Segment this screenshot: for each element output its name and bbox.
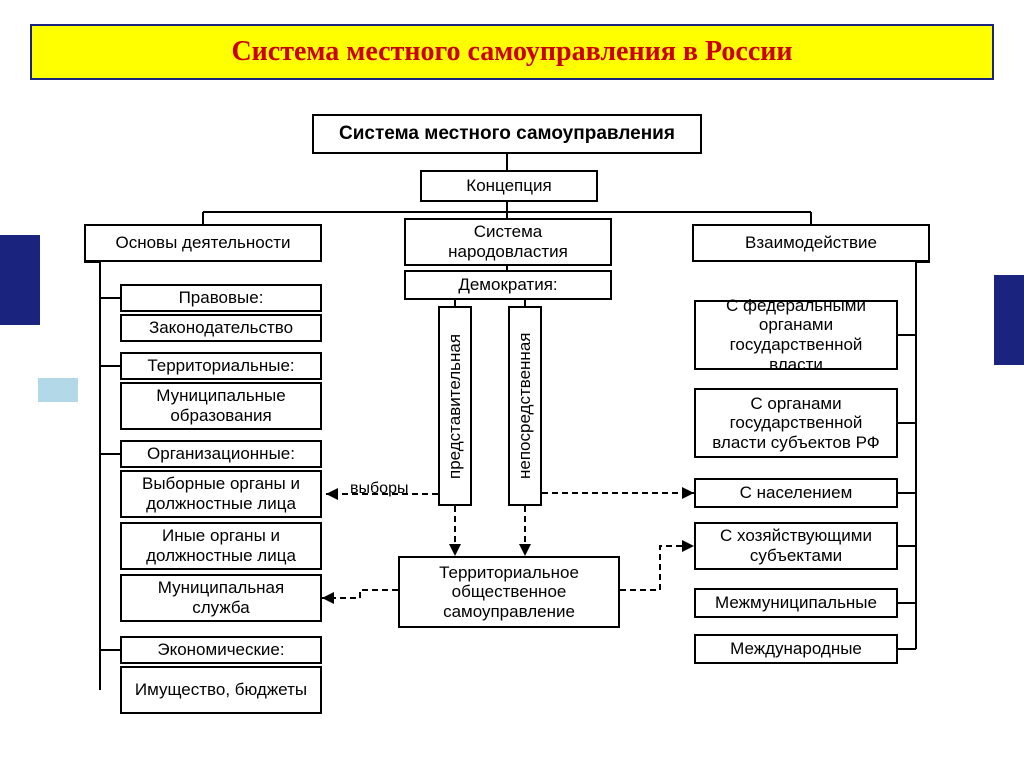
box-concept: Концепция bbox=[420, 170, 598, 202]
box-terr-h: Территориальные: bbox=[120, 352, 322, 380]
box-r2: С органами государственной власти субъек… bbox=[694, 388, 898, 458]
box-org-2: Иные органы и должностные лица bbox=[120, 522, 322, 570]
box-r6: Международные bbox=[694, 634, 898, 664]
box-org-h: Организационные: bbox=[120, 440, 322, 468]
box-r3: С населением bbox=[694, 478, 898, 508]
label-elections: выборы bbox=[350, 480, 408, 498]
decor-blue-right bbox=[994, 275, 1024, 365]
box-org-3: Муниципальная служба bbox=[120, 574, 322, 622]
box-r5: Межмуниципальные bbox=[694, 588, 898, 618]
page-title: Система местного самоуправления в России bbox=[231, 36, 792, 68]
box-democracy: Демократия: bbox=[404, 270, 612, 300]
box-representative: представительная bbox=[438, 306, 472, 506]
box-r4: С хозяйствующими субъектами bbox=[694, 522, 898, 570]
box-center-header: Система народовластия bbox=[404, 218, 612, 266]
box-direct: непосредственная bbox=[508, 306, 542, 506]
box-econ-h: Экономические: bbox=[120, 636, 322, 664]
title-banner: Система местного самоуправления в России bbox=[30, 24, 994, 80]
box-terr-1: Муниципальные образования bbox=[120, 382, 322, 430]
box-econ-1: Имущество, бюджеты bbox=[120, 666, 322, 714]
box-legal-1: Законодательство bbox=[120, 314, 322, 342]
decor-blue-left bbox=[0, 235, 40, 325]
box-r1: С федеральными органами государственной … bbox=[694, 300, 898, 370]
box-left-header: Основы деятельности bbox=[84, 224, 322, 262]
decor-cyan-bar bbox=[38, 378, 78, 402]
box-org-1: Выборные органы и должностные лица bbox=[120, 470, 322, 518]
box-tos: Территориальное общественное самоуправле… bbox=[398, 556, 620, 628]
box-root: Система местного самоуправления bbox=[312, 114, 702, 154]
box-right-header: Взаимодействие bbox=[692, 224, 930, 262]
box-legal-h: Правовые: bbox=[120, 284, 322, 312]
